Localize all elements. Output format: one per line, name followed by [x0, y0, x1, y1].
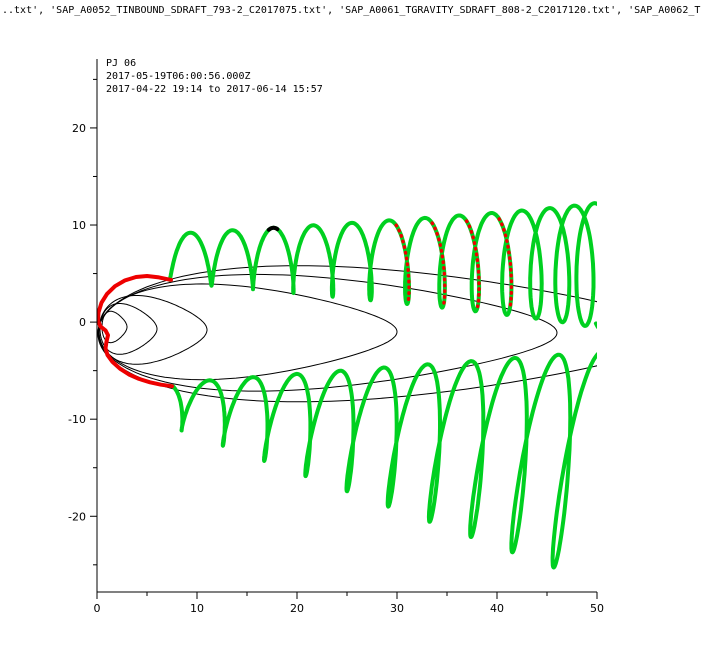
legend-perijove-timestamp: 2017-05-19T06:00:56.000Z — [106, 71, 251, 82]
trajectory-start-mark — [266, 225, 280, 232]
field-line-contour — [97, 283, 398, 381]
perijove-segment — [97, 274, 174, 389]
legend-perijove-label: PJ 06 — [106, 58, 137, 69]
outbound-trajectory — [170, 351, 597, 570]
field-line-contour — [97, 265, 597, 403]
y-tick-label: -20 — [68, 510, 86, 523]
x-tick-label: 10 — [190, 602, 204, 615]
red-dotted-overlay — [464, 219, 481, 309]
axis-ticks — [90, 78, 598, 599]
x-tick-label: 40 — [490, 602, 504, 615]
field-line-contour — [97, 273, 558, 392]
trajectory-layer — [97, 201, 597, 570]
y-tick-label: 0 — [79, 316, 86, 329]
red-dotted-overlay — [497, 217, 514, 312]
legend: PJ 06 2017-05-19T06:00:56.000Z 2017-04-2… — [106, 57, 323, 96]
field-line-contours — [97, 265, 597, 403]
x-tick-label: 0 — [94, 602, 101, 615]
legend-time-range: 2017-04-22 19:14 to 2017-06-14 15:57 — [106, 84, 323, 95]
y-tick-label: 10 — [72, 219, 86, 232]
x-tick-label: 30 — [390, 602, 404, 615]
red-dotted-overlay — [430, 221, 447, 305]
red-dotted-overlay — [394, 223, 411, 302]
inbound-trajectory — [167, 201, 597, 330]
y-tick-label: 20 — [72, 122, 86, 135]
x-tick-label: 50 — [590, 602, 604, 615]
plot-title-filenames: ..txt', 'SAP_A0052_TINBOUND_SDRAFT_793-2… — [2, 5, 701, 16]
x-tick-label: 20 — [290, 602, 304, 615]
axis-labels: 0 10 20 30 40 50 20 10 0 -10 -20 — [68, 122, 604, 615]
y-tick-label: -10 — [68, 413, 86, 426]
